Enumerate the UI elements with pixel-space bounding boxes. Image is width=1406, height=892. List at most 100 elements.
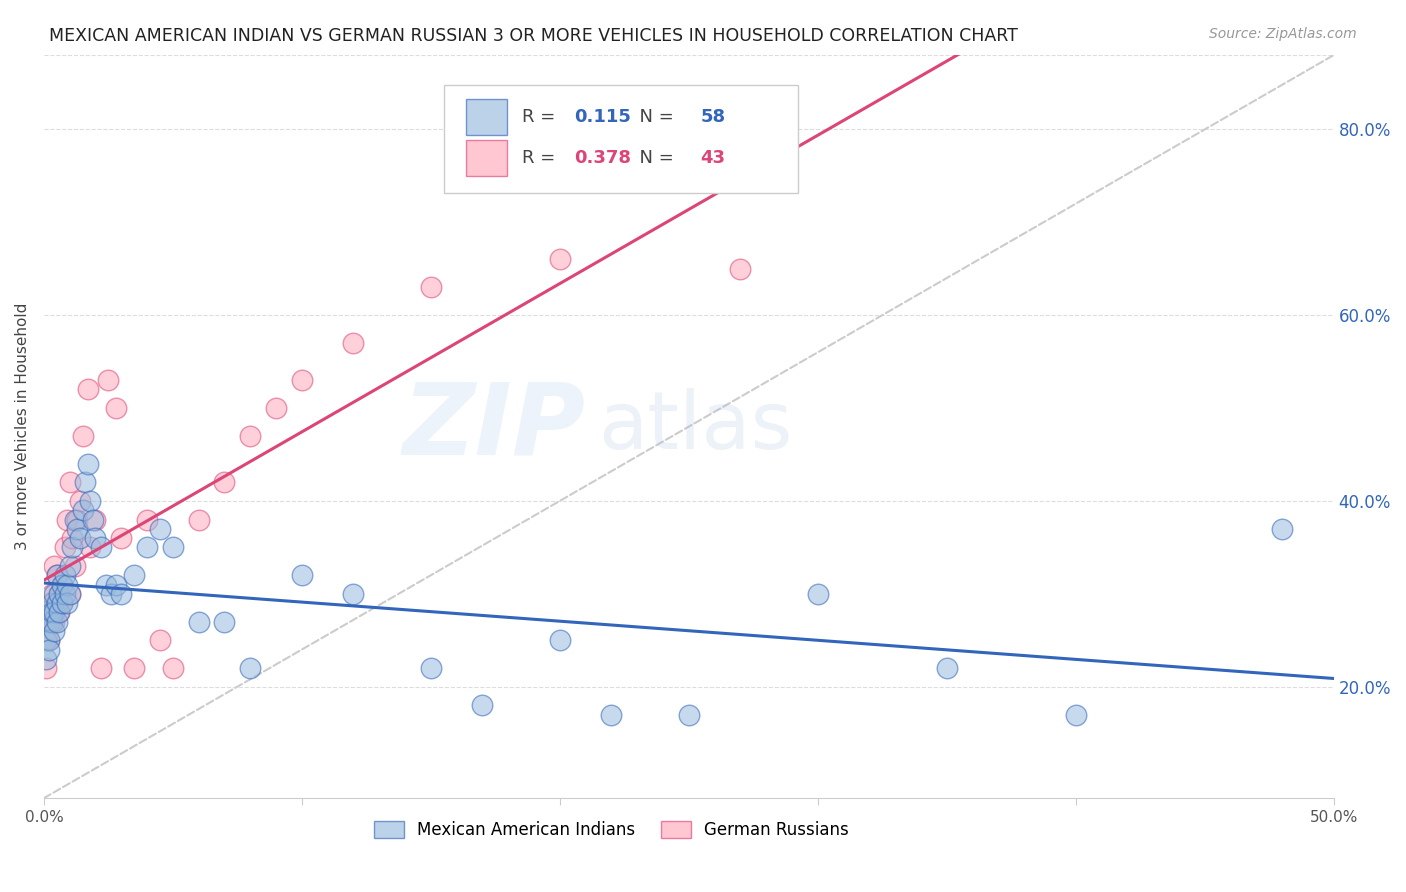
Point <box>1064 707 1087 722</box>
Point <box>94 577 117 591</box>
Point <box>72 503 94 517</box>
Point <box>214 475 236 490</box>
Point <box>48 587 70 601</box>
Point <box>56 577 79 591</box>
Point <box>90 661 112 675</box>
Point <box>38 642 60 657</box>
Point <box>342 587 364 601</box>
Point <box>548 633 571 648</box>
Point <box>60 531 83 545</box>
Point <box>162 661 184 675</box>
Point <box>471 698 494 713</box>
Point <box>122 568 145 582</box>
Point <box>41 596 63 610</box>
Point <box>105 401 128 415</box>
Point <box>35 615 58 629</box>
Point <box>59 558 82 573</box>
FancyBboxPatch shape <box>465 99 508 135</box>
Text: R =: R = <box>523 149 561 167</box>
Point <box>1271 522 1294 536</box>
Point <box>149 633 172 648</box>
Point <box>41 606 63 620</box>
Point <box>48 587 70 601</box>
Point <box>548 252 571 267</box>
Point <box>35 633 58 648</box>
Point <box>63 512 86 526</box>
Text: 0.115: 0.115 <box>574 108 631 126</box>
Point <box>53 568 76 582</box>
Text: 43: 43 <box>700 149 725 167</box>
Point <box>66 512 89 526</box>
Point <box>84 531 107 545</box>
Point <box>84 512 107 526</box>
Point <box>97 373 120 387</box>
Point <box>45 568 67 582</box>
FancyBboxPatch shape <box>465 140 508 176</box>
Point <box>51 596 73 610</box>
Point <box>72 429 94 443</box>
Point <box>56 512 79 526</box>
Point <box>187 615 209 629</box>
Point <box>41 587 63 601</box>
Point <box>807 587 830 601</box>
Text: 0.378: 0.378 <box>574 149 631 167</box>
Point <box>678 707 700 722</box>
Text: atlas: atlas <box>599 388 793 466</box>
Point <box>136 541 159 555</box>
Point <box>41 615 63 629</box>
Point <box>90 541 112 555</box>
Point <box>214 615 236 629</box>
Point <box>44 606 66 620</box>
FancyBboxPatch shape <box>444 85 799 193</box>
Point <box>342 336 364 351</box>
Point <box>44 558 66 573</box>
Point <box>41 606 63 620</box>
Point <box>69 494 91 508</box>
Point <box>56 596 79 610</box>
Point <box>122 661 145 675</box>
Point <box>291 373 314 387</box>
Point <box>162 541 184 555</box>
Point <box>38 633 60 648</box>
Point <box>35 661 58 675</box>
Point <box>136 512 159 526</box>
Point <box>82 512 104 526</box>
Point <box>239 429 262 443</box>
Legend: Mexican American Indians, German Russians: Mexican American Indians, German Russian… <box>367 814 855 846</box>
Point <box>35 606 58 620</box>
Point <box>38 615 60 629</box>
Point <box>75 475 97 490</box>
Point <box>45 568 67 582</box>
Point <box>59 587 82 601</box>
Point <box>110 531 132 545</box>
Point <box>60 541 83 555</box>
Point <box>600 707 623 722</box>
Point <box>419 661 441 675</box>
Point <box>76 383 98 397</box>
Point <box>53 541 76 555</box>
Point <box>38 596 60 610</box>
Point <box>63 558 86 573</box>
Text: 58: 58 <box>700 108 725 126</box>
Point <box>45 596 67 610</box>
Point <box>730 261 752 276</box>
Point <box>79 541 101 555</box>
Point <box>51 577 73 591</box>
Point <box>110 587 132 601</box>
Point <box>51 577 73 591</box>
Point <box>79 494 101 508</box>
Point <box>100 587 122 601</box>
Point <box>187 512 209 526</box>
Point <box>35 652 58 666</box>
Point <box>105 577 128 591</box>
Point <box>44 615 66 629</box>
Point <box>44 587 66 601</box>
Point <box>69 531 91 545</box>
Point <box>76 457 98 471</box>
Point <box>44 624 66 638</box>
Point <box>48 606 70 620</box>
Point <box>935 661 957 675</box>
Y-axis label: 3 or more Vehicles in Household: 3 or more Vehicles in Household <box>15 303 30 550</box>
Point <box>149 522 172 536</box>
Text: R =: R = <box>523 108 561 126</box>
